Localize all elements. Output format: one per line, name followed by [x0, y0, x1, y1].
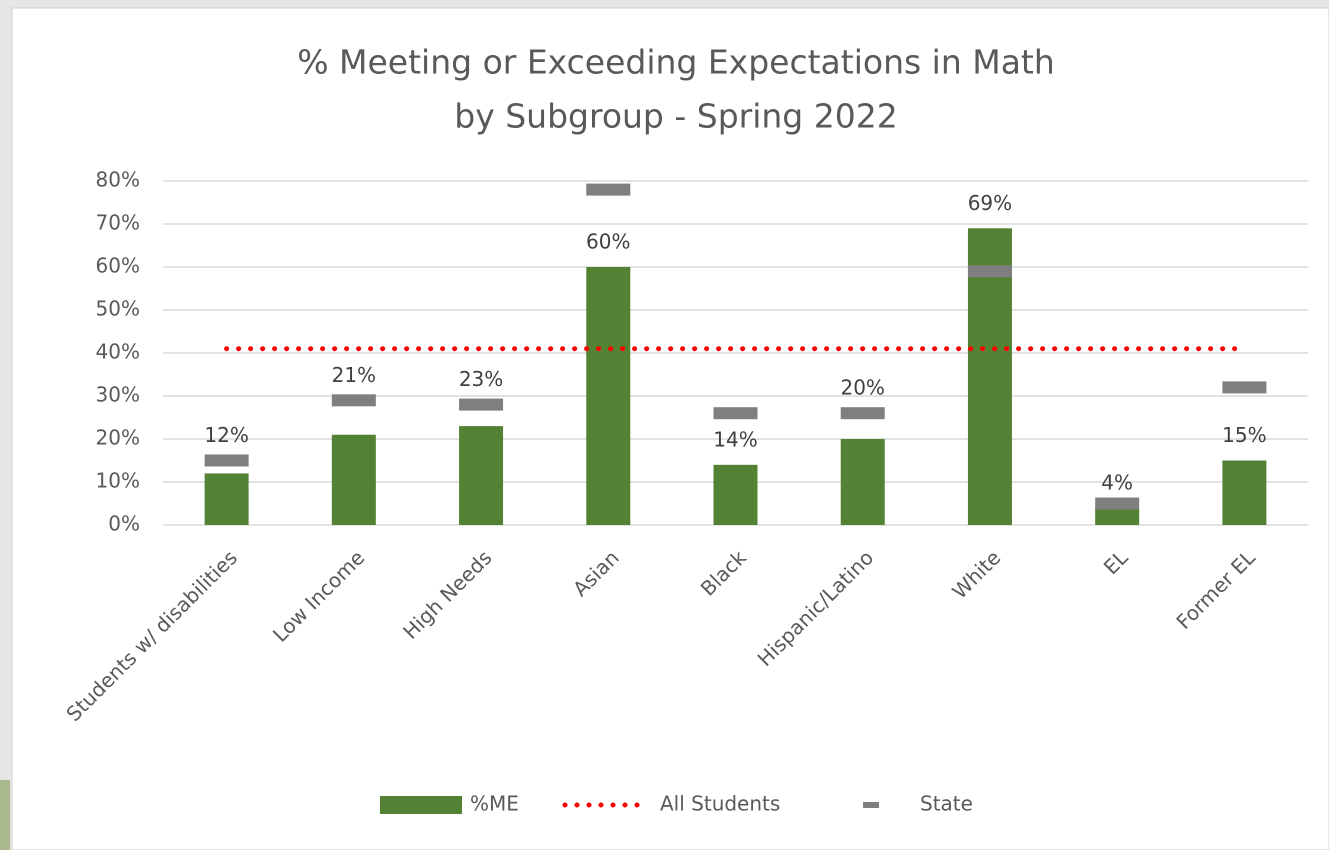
bar: [967, 228, 1012, 526]
chart-area: [11, 7, 1329, 850]
y-tick-label: 80%: [96, 168, 140, 192]
y-tick-label: 10%: [96, 469, 140, 493]
data-label: 12%: [204, 423, 248, 447]
bar: [459, 426, 504, 525]
y-tick-label: 30%: [96, 383, 140, 407]
state-marker: [586, 183, 631, 196]
data-label: 14%: [713, 427, 757, 451]
data-label: 60%: [586, 230, 630, 254]
bar: [331, 434, 376, 525]
state-marker: [1222, 381, 1267, 394]
state-marker: [840, 407, 885, 420]
bar: [1222, 460, 1267, 525]
data-label: 23%: [459, 367, 503, 391]
y-tick-label: 20%: [96, 426, 140, 450]
bar: [713, 464, 758, 525]
data-label: 20%: [840, 376, 884, 400]
data-label: 4%: [1101, 470, 1133, 494]
data-label: 21%: [332, 363, 376, 387]
bar: [840, 439, 885, 525]
bar: [586, 267, 631, 525]
chart-title: % Meeting or Exceeding Expectations in M…: [297, 43, 1055, 82]
legend-swatch: [380, 796, 462, 814]
state-marker: [331, 394, 376, 407]
y-tick-label: 70%: [96, 211, 140, 235]
state-marker: [204, 454, 249, 467]
y-tick-label: 40%: [96, 340, 140, 364]
data-label: 69%: [968, 191, 1012, 215]
side-strip: [0, 780, 10, 850]
legend-swatch: [863, 802, 879, 808]
legend-label: %ME: [470, 792, 519, 816]
state-marker: [1095, 497, 1140, 510]
bar: [1095, 507, 1140, 525]
legend-label: State: [920, 792, 973, 816]
y-tick-label: 60%: [96, 254, 140, 278]
legend-label: All Students: [660, 792, 780, 816]
chart-subtitle: by Subgroup - Spring 2022: [454, 97, 897, 136]
y-tick-label: 50%: [96, 297, 140, 321]
y-tick-label: 0%: [108, 512, 140, 536]
state-marker: [713, 407, 758, 420]
data-label: 15%: [1222, 423, 1266, 447]
bar: [204, 473, 249, 525]
state-marker: [459, 398, 504, 411]
state-marker: [967, 265, 1012, 278]
